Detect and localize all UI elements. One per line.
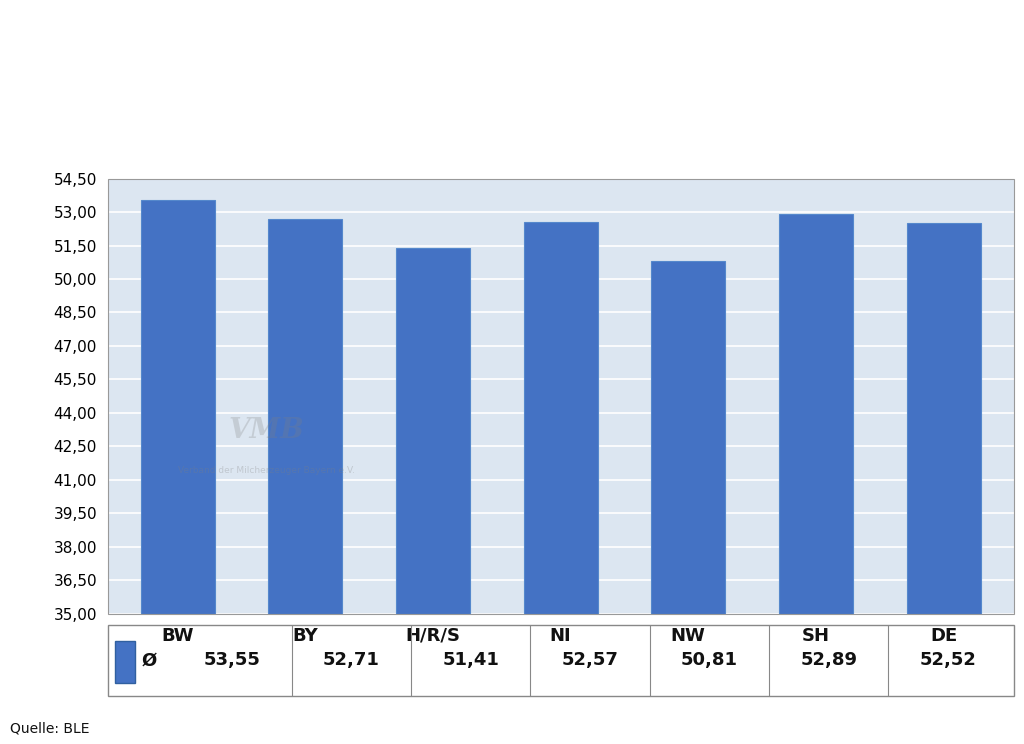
Text: Verband der Milcherzeuger Bayern e.V.: Verband der Milcherzeuger Bayern e.V.	[178, 466, 354, 475]
Bar	[523, 222, 598, 614]
Text: Ø: Ø	[142, 651, 158, 670]
Bar	[906, 222, 981, 614]
Text: VMB: VMB	[228, 417, 304, 444]
Text: 52,71: 52,71	[323, 651, 380, 670]
Bar	[108, 179, 1014, 614]
Text: 53,55: 53,55	[204, 651, 260, 670]
Text: Quelle: BLE: Quelle: BLE	[10, 721, 90, 735]
Bar	[115, 641, 135, 683]
Text: Ökologische/Biologische Jahresmilchpreise der Bundesländer: Ökologische/Biologische Jahresmilchpreis…	[12, 18, 780, 42]
Text: VMB: VMB	[848, 47, 985, 96]
Bar	[779, 214, 853, 614]
Text: 50,81: 50,81	[681, 651, 738, 670]
Bar	[268, 219, 342, 614]
Text: Erzeugerstandort: Erzeugerstandort	[12, 116, 189, 134]
Text: 52,89: 52,89	[801, 651, 857, 670]
Bar	[140, 199, 215, 614]
Text: 52,52: 52,52	[920, 651, 977, 670]
Bar	[651, 261, 725, 614]
Text: Durchschnitt aus den Jahren 2019 – 2023 im 5-Jahresdurchschnitt: Durchschnitt aus den Jahren 2019 – 2023 …	[12, 52, 676, 70]
Bar	[396, 248, 470, 614]
Text: bei 4,0% Fett und 3,4 % Eiweiß, in Cent/kg: bei 4,0% Fett und 3,4 % Eiweiß, in Cent/…	[12, 85, 443, 103]
Text: 51,41: 51,41	[442, 651, 499, 670]
Text: 52,57: 52,57	[561, 651, 618, 670]
